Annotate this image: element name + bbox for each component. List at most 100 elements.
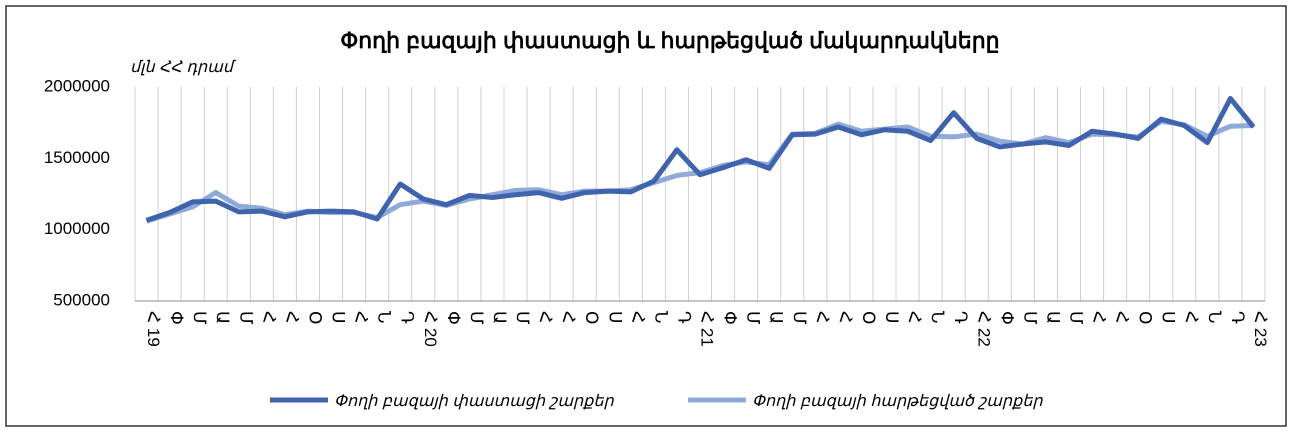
x-tick-label: Հ 22 xyxy=(974,311,993,347)
x-tick: Ա xyxy=(1043,311,1062,324)
y-tick-label: 1500000 xyxy=(44,148,110,167)
x-tick-label: Օ xyxy=(305,311,324,324)
x-tick-label: Ն xyxy=(375,311,394,323)
x-tick-label: Մ xyxy=(236,311,255,325)
x-tick: Հ 21 xyxy=(698,311,717,347)
x-tick-label: Փ xyxy=(997,311,1016,325)
x-tick: Հ xyxy=(836,311,855,323)
x-tick: Հ xyxy=(259,311,278,323)
x-tick-label: Մ xyxy=(513,311,532,325)
x-tick: Հ xyxy=(1090,311,1109,323)
x-tick: Ա xyxy=(767,311,786,324)
legend-label: Փողի բազայի հարթեցված շարքեր xyxy=(752,393,1043,410)
y-tick-label: 2000000 xyxy=(44,76,110,95)
x-tick-label: Ն xyxy=(928,311,947,323)
x-tick: Օ xyxy=(582,311,601,324)
x-tick: Մ xyxy=(744,311,763,325)
x-tick: Ս xyxy=(329,311,348,323)
x-tick-label: Մ xyxy=(1020,311,1039,325)
x-tick: Հ 23 xyxy=(1251,311,1270,347)
x-tick: Մ xyxy=(1066,311,1085,325)
x-tick: Փ xyxy=(997,311,1016,325)
x-tick-label: Հ 23 xyxy=(1251,311,1270,347)
x-tick-label: Օ xyxy=(1136,311,1155,324)
x-tick-label: Դ xyxy=(674,311,693,324)
x-tick-label: Մ xyxy=(790,311,809,325)
x-tick-label: Հ 19 xyxy=(144,311,163,347)
x-tick: Մ xyxy=(467,311,486,325)
x-tick-label: Դ xyxy=(951,311,970,324)
x-tick: Դ xyxy=(398,311,417,324)
x-tick: Հ xyxy=(282,311,301,323)
y-tick-label: 500000 xyxy=(53,290,110,309)
x-tick-label: Փ xyxy=(167,311,186,325)
x-tick: Հ 20 xyxy=(421,311,440,347)
x-tick: Դ xyxy=(951,311,970,324)
x-tick-label: Հ xyxy=(813,311,832,323)
x-tick: Մ xyxy=(190,311,209,325)
y-axis-label: մլն ՀՀ դրամ xyxy=(130,59,237,76)
x-tick: Փ xyxy=(444,311,463,325)
y-tick-label: 1000000 xyxy=(44,219,110,238)
chart-title: Փողի բազայի փաստացի և հարթեցված մակարդակ… xyxy=(340,28,999,54)
x-tick: Ա xyxy=(490,311,509,324)
x-tick-label: Օ xyxy=(859,311,878,324)
x-tick-label: Հ xyxy=(259,311,278,323)
x-tick: Մ xyxy=(236,311,255,325)
x-tick-label: Ա xyxy=(1043,311,1062,324)
x-tick: Հ xyxy=(536,311,555,323)
x-tick: Հ xyxy=(1113,311,1132,323)
x-tick: Հ xyxy=(905,311,924,323)
x-tick-label: Մ xyxy=(744,311,763,325)
x-tick-label: Մ xyxy=(467,311,486,325)
x-tick-label: Մ xyxy=(190,311,209,325)
x-tick-label: Հ xyxy=(1090,311,1109,323)
x-tick-label: Դ xyxy=(1228,311,1247,324)
x-tick: Դ xyxy=(1228,311,1247,324)
x-tick: Հ xyxy=(352,311,371,323)
chart-border xyxy=(5,5,1287,427)
x-tick-label: Ս xyxy=(882,311,901,323)
x-tick-label: Ս xyxy=(605,311,624,323)
x-tick-label: Հ 20 xyxy=(421,311,440,347)
x-tick-label: Հ xyxy=(352,311,371,323)
x-tick-label: Հ xyxy=(282,311,301,323)
series-line xyxy=(145,95,1256,223)
x-tick-label: Փ xyxy=(444,311,463,325)
x-tick: Ա xyxy=(213,311,232,324)
x-tick-label: Հ xyxy=(628,311,647,323)
x-tick: Հ xyxy=(813,311,832,323)
x-tick-label: Ա xyxy=(490,311,509,324)
x-tick-label: Ա xyxy=(213,311,232,324)
x-tick: Ն xyxy=(651,311,670,323)
x-tick-label: Փ xyxy=(721,311,740,325)
x-tick-label: Ա xyxy=(767,311,786,324)
legend-label: Փողի բազայի փաստացի շարքեր xyxy=(334,393,614,410)
x-tick-label: Հ xyxy=(536,311,555,323)
x-tick-label: Ն xyxy=(651,311,670,323)
x-tick: Ս xyxy=(882,311,901,323)
x-tick: Հ xyxy=(1182,311,1201,323)
x-tick: Մ xyxy=(790,311,809,325)
x-tick-label: Մ xyxy=(1066,311,1085,325)
x-tick-label: Հ xyxy=(559,311,578,323)
x-tick-label: Ս xyxy=(1159,311,1178,323)
x-tick: Դ xyxy=(674,311,693,324)
x-tick-label: Ս xyxy=(329,311,348,323)
x-tick-label: Հ 21 xyxy=(698,311,717,347)
x-tick-label: Հ xyxy=(836,311,855,323)
x-tick-label: Դ xyxy=(398,311,417,324)
x-tick: Փ xyxy=(721,311,740,325)
x-tick: Հ 22 xyxy=(974,311,993,347)
x-tick: Ն xyxy=(928,311,947,323)
x-tick: Ս xyxy=(1159,311,1178,323)
x-tick: Օ xyxy=(859,311,878,324)
x-tick: Մ xyxy=(513,311,532,325)
x-tick: Հ xyxy=(559,311,578,323)
x-tick-label: Հ xyxy=(905,311,924,323)
x-tick: Օ xyxy=(1136,311,1155,324)
x-tick: Ն xyxy=(375,311,394,323)
x-tick: Հ xyxy=(628,311,647,323)
